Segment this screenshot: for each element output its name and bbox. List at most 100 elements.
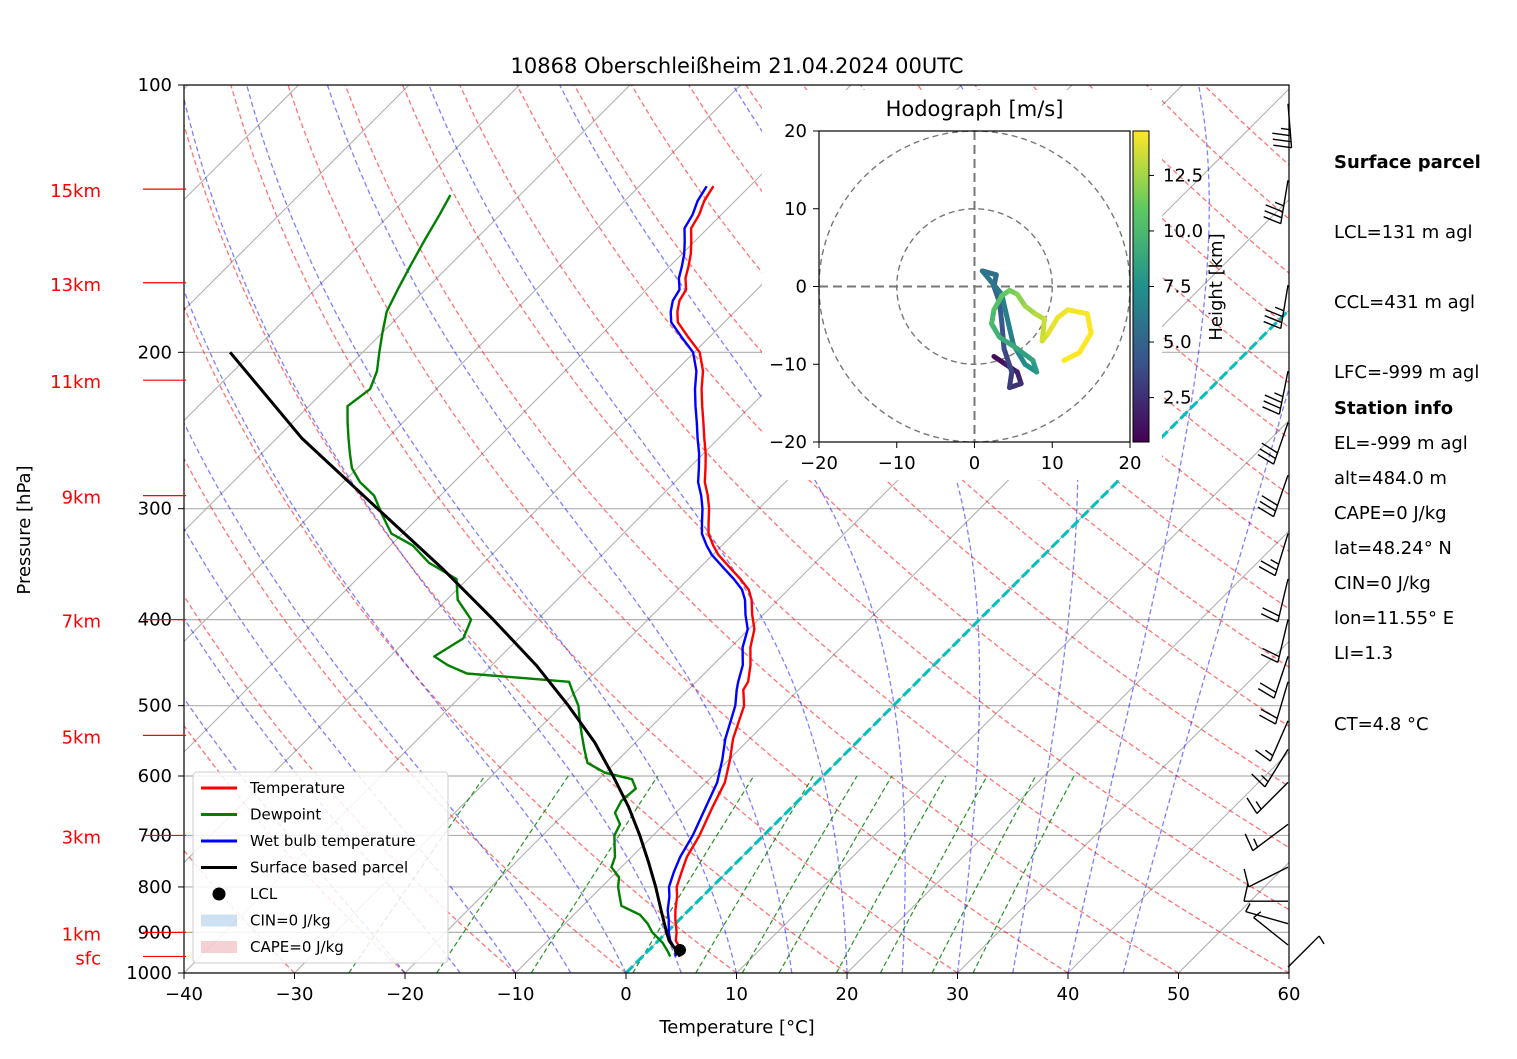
surface-line: LI=1.3 xyxy=(1334,643,1394,665)
station-line: alt=484.0 m xyxy=(1334,468,1447,490)
hodograph-segment xyxy=(991,293,1005,313)
legend-swatch-fill xyxy=(201,941,237,953)
y-tick-label: 200 xyxy=(138,342,172,363)
wind-barb xyxy=(1257,474,1289,518)
x-tick-label: −20 xyxy=(386,984,424,1005)
wind-barb-flag xyxy=(1263,320,1282,330)
wind-barb-half-flag xyxy=(1270,559,1280,565)
wind-barb-shaft xyxy=(1269,720,1289,762)
wind-barb-flag xyxy=(1257,688,1275,699)
wind-barb xyxy=(1246,781,1289,814)
wind-barb-flag xyxy=(1265,309,1284,318)
moist-adiabat-line xyxy=(428,85,848,973)
hodograph-segment xyxy=(989,321,1002,340)
surface-line: CIN=0 J/kg xyxy=(1334,573,1431,595)
wind-barb-flag xyxy=(1261,495,1278,506)
isotherm-line xyxy=(957,640,1289,973)
chart-title: 10868 Oberschleißheim 21.04.2024 00UTC xyxy=(511,54,964,78)
isotherm-line xyxy=(515,198,1289,973)
mixing-ratio-line xyxy=(530,775,659,973)
hodograph-segment xyxy=(1006,369,1015,391)
colorbar-tick-label: 5.0 xyxy=(1163,332,1192,353)
hodograph-segment xyxy=(1014,346,1036,363)
wind-barb xyxy=(1258,533,1289,577)
wind-barb-flag xyxy=(1259,500,1276,512)
hodograph-y-tick-label: 20 xyxy=(784,121,807,142)
height-label: 15km xyxy=(50,181,101,202)
moist-adiabat-line xyxy=(1122,385,1289,973)
colorbar-tick-label: 7.5 xyxy=(1163,277,1192,298)
dry-adiabat-line xyxy=(459,85,1289,911)
height-label: 13km xyxy=(50,275,101,296)
wind-barb-flag xyxy=(1265,204,1284,213)
mixing-ratio-line xyxy=(879,775,988,973)
wind-barb-half-flag xyxy=(1318,935,1325,945)
station-info-panel: Station info alt=484.0 m lat=48.24° N lo… xyxy=(1334,350,1454,654)
wind-barb-half-flag xyxy=(1255,801,1262,810)
wind-barb-flag xyxy=(1255,749,1271,762)
wind-barb-half-flag xyxy=(1274,306,1284,312)
x-tick-label: 60 xyxy=(1278,984,1301,1005)
surface-parcel-title: Surface parcel xyxy=(1334,151,1481,173)
wind-barb-half-flag xyxy=(1253,838,1259,848)
wind-barb-flag xyxy=(1244,833,1254,851)
dry-adiabat-line xyxy=(184,122,848,973)
surface-line: CT=4.8 °C xyxy=(1334,713,1429,735)
hodograph-y-tick-label: −20 xyxy=(769,432,807,453)
wind-barb xyxy=(1251,749,1289,788)
hodograph-x-tick-label: −10 xyxy=(878,453,916,474)
y-tick-label: 800 xyxy=(138,877,172,898)
hodograph-segment xyxy=(996,299,1005,324)
x-tick-label: −30 xyxy=(276,984,314,1005)
colorbar-label: Height [km] xyxy=(1206,233,1227,340)
x-tick-label: 30 xyxy=(946,984,969,1005)
y-tick-label: 500 xyxy=(138,696,172,717)
wind-barb-flag xyxy=(1263,216,1282,225)
dry-adiabat-line xyxy=(401,85,1289,973)
legend-label: Surface based parcel xyxy=(250,859,408,877)
hodograph-segment xyxy=(1084,311,1094,336)
mixing-ratio-line xyxy=(972,775,1075,973)
isotherm-line xyxy=(736,419,1289,973)
wind-barb xyxy=(1255,720,1289,762)
station-line: lat=48.24° N xyxy=(1334,538,1452,560)
wind-barb-flag xyxy=(1261,442,1278,454)
colorbar-tick-label: 10.0 xyxy=(1163,221,1203,242)
isotherm-line xyxy=(1067,751,1289,973)
y-tick-label: 100 xyxy=(138,75,172,96)
wind-barb-half-flag xyxy=(1253,911,1262,919)
hodograph-x-tick-label: 0 xyxy=(969,453,980,474)
x-tick-label: −40 xyxy=(165,984,203,1005)
mixing-ratio-line xyxy=(632,775,755,973)
legend-label: Wet bulb temperature xyxy=(250,832,416,850)
hodograph-background xyxy=(762,90,1162,480)
mixing-ratio-line xyxy=(931,775,1037,973)
wind-barb xyxy=(1243,882,1288,902)
isotherm-line xyxy=(184,85,741,643)
wind-barb-flag xyxy=(1259,682,1277,694)
hodograph-segment xyxy=(999,318,1007,352)
wind-barb-shaft xyxy=(1253,916,1289,946)
isotherm-line xyxy=(625,309,1289,973)
hodograph-title: Hodograph [m/s] xyxy=(886,97,1064,121)
wind-barb-flag xyxy=(1260,708,1278,719)
isotherm-line xyxy=(184,85,631,532)
surface-line: CAPE=0 J/kg xyxy=(1334,502,1447,524)
wind-barb xyxy=(1259,681,1289,725)
wind-barb-half-flag xyxy=(1264,749,1274,757)
wind-barb-shaft xyxy=(1287,103,1293,148)
wind-barb-shaft xyxy=(1273,656,1289,699)
wind-barb-flag xyxy=(1272,138,1292,143)
dry-adiabat-line xyxy=(859,85,1289,496)
dry-adiabat-line xyxy=(184,305,737,973)
y-tick-label: 300 xyxy=(138,499,172,520)
legend-label: CIN=0 J/kg xyxy=(250,912,331,930)
legend-label: LCL xyxy=(250,885,278,903)
wind-barb-flag xyxy=(1260,560,1278,571)
hodograph-segment xyxy=(1076,330,1094,356)
wind-barb xyxy=(1243,866,1289,888)
wind-barb-flag xyxy=(1260,613,1279,623)
wind-barb-flag xyxy=(1257,453,1274,465)
surface-line: EL=-999 m agl xyxy=(1334,432,1468,454)
